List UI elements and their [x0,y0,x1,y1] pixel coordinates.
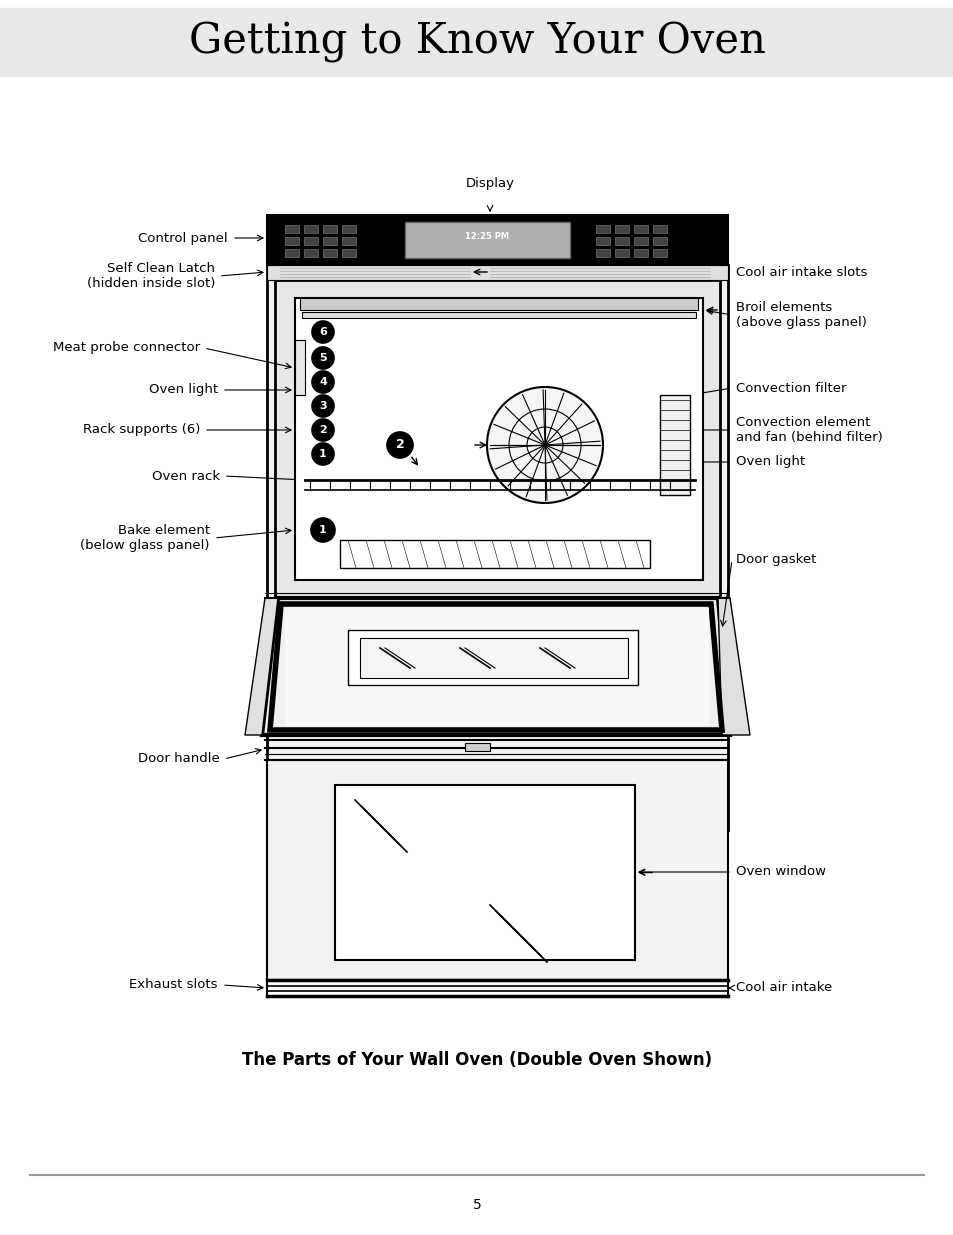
Polygon shape [718,598,749,735]
Text: Door handle: Door handle [138,752,220,766]
Bar [267,215,727,266]
Text: Rack supports (6): Rack supports (6) [83,424,200,436]
Bar [294,298,702,580]
Bar [652,225,666,233]
Bar [634,225,647,233]
Circle shape [312,370,334,393]
Bar [341,249,355,257]
Text: Oven window: Oven window [735,866,825,878]
Text: Door gasket: Door gasket [735,553,816,567]
Bar [285,608,708,726]
Circle shape [312,347,334,369]
Text: Meat probe connector: Meat probe connector [52,342,200,354]
Bar [405,222,569,258]
Circle shape [311,517,335,542]
Bar [274,280,720,598]
Circle shape [387,432,413,458]
Bar [464,743,490,751]
Text: 2: 2 [319,425,327,435]
Text: Oven light: Oven light [149,384,218,396]
Bar [596,225,609,233]
Text: Broil elements
(above glass panel): Broil elements (above glass panel) [735,301,866,329]
Text: 4: 4 [318,377,327,387]
Bar [615,237,628,245]
Bar [652,237,666,245]
Text: 5: 5 [472,1198,481,1212]
Bar [267,266,727,280]
Bar [652,249,666,257]
Text: Exhaust slots: Exhaust slots [130,978,218,992]
Text: 3: 3 [319,401,327,411]
Bar [285,237,298,245]
Bar [267,760,727,981]
Text: Getting to Know Your Oven: Getting to Know Your Oven [189,21,764,63]
Text: The Parts of Your Wall Oven (Double Oven Shown): The Parts of Your Wall Oven (Double Oven… [242,1051,711,1070]
Bar [634,237,647,245]
Text: 1: 1 [319,450,327,459]
Text: 6: 6 [318,327,327,337]
Text: Cool air intake: Cool air intake [735,982,831,994]
Bar [0,7,953,77]
Bar [304,225,317,233]
Bar [294,340,305,395]
Bar [285,249,298,257]
Text: Bake element
(below glass panel): Bake element (below glass panel) [80,524,210,552]
Text: 12:25 PM: 12:25 PM [465,231,509,241]
Text: Convection element
and fan (behind filter): Convection element and fan (behind filte… [735,416,882,445]
Bar [323,237,336,245]
Bar [285,225,298,233]
Bar [302,312,696,317]
Bar [299,298,698,310]
Bar [267,266,727,830]
Bar [596,237,609,245]
Text: Convection filter: Convection filter [735,382,845,394]
Bar [304,249,317,257]
Circle shape [312,395,334,417]
Text: Control panel: Control panel [138,231,228,245]
Bar [339,540,649,568]
Circle shape [312,321,334,343]
Bar [348,630,638,685]
Bar [341,237,355,245]
Bar [615,225,628,233]
Circle shape [312,443,334,466]
Text: Self Clean Latch
(hidden inside slot): Self Clean Latch (hidden inside slot) [87,262,214,290]
Text: 1: 1 [319,525,327,535]
Bar [304,237,317,245]
Text: Oven rack: Oven rack [152,469,220,483]
Bar [359,638,627,678]
Circle shape [486,387,602,503]
Bar [341,225,355,233]
Bar [634,249,647,257]
Polygon shape [245,598,277,735]
Text: 2: 2 [395,438,404,452]
Bar [659,395,689,495]
Bar [596,249,609,257]
Text: Cool air intake slots: Cool air intake slots [735,266,866,279]
Circle shape [312,419,334,441]
Text: Display: Display [465,177,514,190]
Text: Oven light: Oven light [735,456,804,468]
Bar [335,785,635,960]
Bar [323,249,336,257]
Polygon shape [262,598,729,735]
Bar [615,249,628,257]
Bar [323,225,336,233]
Text: 5: 5 [319,353,327,363]
